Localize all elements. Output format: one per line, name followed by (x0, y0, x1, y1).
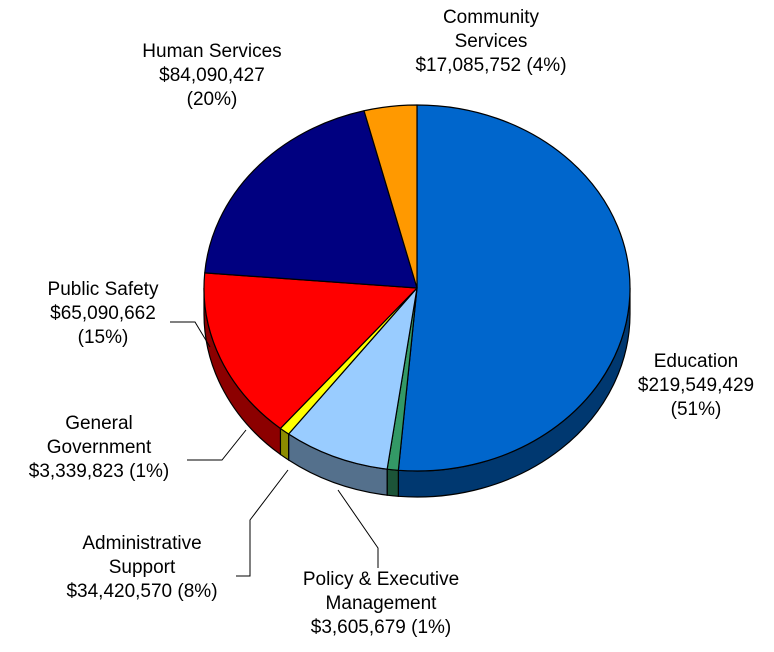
label-general-government-line1: General (65, 413, 133, 434)
label-human-services-line2: $84,090,427 (159, 65, 265, 86)
slice-education (397, 104, 631, 472)
leader-lines (170, 321, 379, 577)
label-education-line2: $219,549,429 (637, 375, 755, 396)
label-administrative-support-line2: Support (108, 557, 176, 578)
pie-depth-layer (203, 287, 631, 498)
slice-side-policy-executive-management (386, 468, 399, 497)
leader-line-general-government (187, 429, 247, 461)
label-general-government: General Government $3,339,823 (1%) (4, 412, 194, 484)
leader-line-administrative-support (236, 469, 289, 577)
label-general-government-line2: Government (46, 437, 152, 458)
label-administrative-support-line3: $34,420,570 (8%) (66, 581, 218, 602)
label-education-line3: (51%) (670, 399, 722, 420)
label-general-government-line3: $3,339,823 (1%) (28, 461, 170, 482)
label-human-services-line1: Human Services (142, 41, 282, 62)
label-administrative-support-line1: Administrative (82, 533, 202, 554)
label-community-services-line2: Services (454, 31, 528, 52)
label-community-services: Community Services $17,085,752 (4%) (386, 6, 596, 78)
label-policy-executive-management-line1: Policy & Executive (302, 569, 460, 590)
slice-human-services (204, 110, 418, 289)
label-human-services: Human Services $84,090,427 (20%) (102, 40, 322, 112)
label-public-safety-line1: Public Safety (47, 279, 159, 300)
label-policy-executive-management: Policy & Executive Management $3,605,679… (268, 568, 494, 640)
slice-administrative-support (288, 287, 418, 470)
label-administrative-support: Administrative Support $34,420,570 (8%) (32, 532, 252, 604)
label-community-services-line1: Community (442, 7, 540, 28)
label-policy-executive-management-line3: $3,605,679 (1%) (310, 617, 452, 638)
slice-community-services (363, 104, 418, 289)
label-policy-executive-management-line2: Management (325, 593, 437, 614)
slice-public-safety (203, 272, 418, 430)
label-public-safety-line3: (15%) (77, 327, 129, 348)
leader-line-public-safety (170, 321, 211, 348)
label-education-line1: Education (653, 351, 739, 372)
label-education: Education $219,549,429 (51%) (618, 350, 774, 422)
pie-top-layer (203, 104, 631, 472)
leader-line-policy-executive-management (337, 489, 379, 568)
label-public-safety-line2: $65,090,662 (50, 303, 156, 324)
label-community-services-line3: $17,085,752 (4%) (415, 55, 567, 76)
label-human-services-line3: (20%) (186, 89, 238, 110)
label-public-safety: Public Safety $65,090,662 (15%) (8, 278, 198, 350)
